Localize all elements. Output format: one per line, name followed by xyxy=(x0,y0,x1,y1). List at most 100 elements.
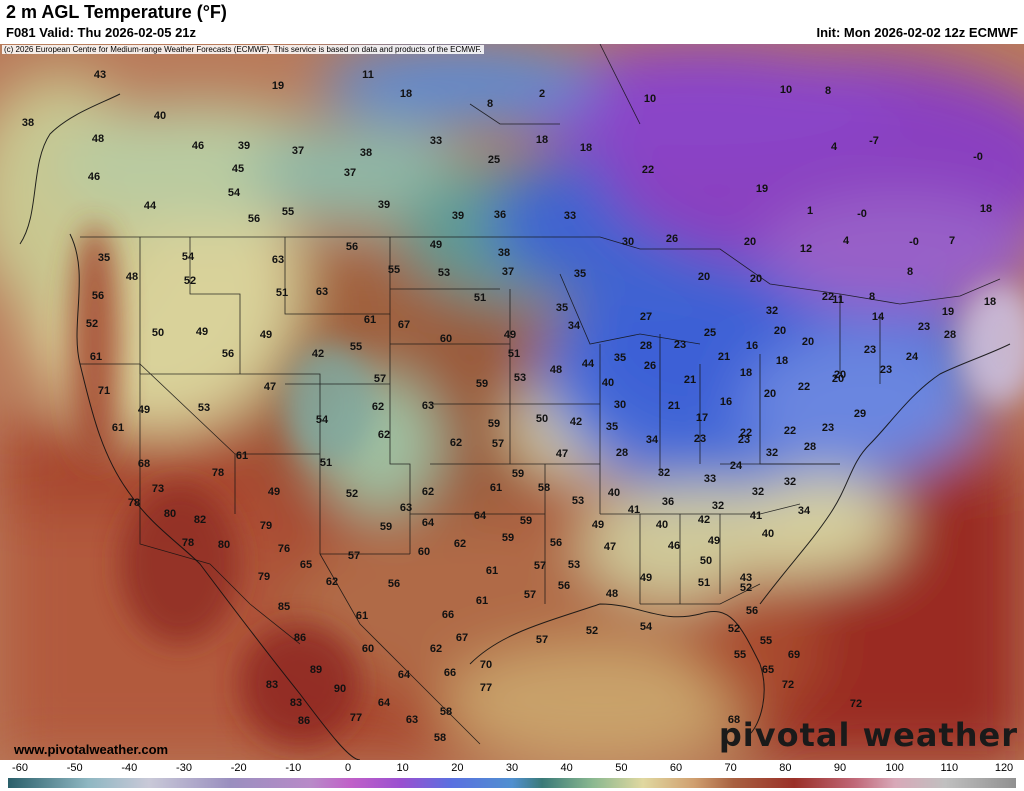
temperature-label: 26 xyxy=(665,233,679,245)
temperature-label: 55 xyxy=(733,649,747,661)
temperature-label: 20 xyxy=(743,236,757,248)
temperature-label: 28 xyxy=(803,441,817,453)
temperature-label: 66 xyxy=(441,609,455,621)
temperature-label: 39 xyxy=(377,199,391,211)
color-scale-tick: 10 xyxy=(396,762,409,774)
temperature-label: 46 xyxy=(191,140,205,152)
temperature-label: 25 xyxy=(487,154,501,166)
temperature-label: 32 xyxy=(783,476,797,488)
color-scale-tick: -30 xyxy=(176,762,192,774)
color-scale-tick: 100 xyxy=(885,762,904,774)
temperature-label: 57 xyxy=(491,438,505,450)
temperature-label: 59 xyxy=(501,532,515,544)
temperature-label: 64 xyxy=(377,697,391,709)
temperature-label: 52 xyxy=(85,318,99,330)
temperature-label: 61 xyxy=(363,314,377,326)
temperature-label: 40 xyxy=(153,110,167,122)
temperature-label: 11 xyxy=(832,294,844,306)
temperature-label: 61 xyxy=(111,422,125,434)
temperature-label: 79 xyxy=(259,520,273,532)
temperature-label: 85 xyxy=(277,601,291,613)
temperature-label: 55 xyxy=(349,341,363,353)
temperature-label: 53 xyxy=(571,495,585,507)
color-scale-tick: -60 xyxy=(12,762,28,774)
temperature-label: 58 xyxy=(439,706,453,718)
temperature-label: 51 xyxy=(473,292,487,304)
temperature-label: 24 xyxy=(905,351,919,363)
temperature-label: 22 xyxy=(797,381,811,393)
temperature-label: 53 xyxy=(437,267,451,279)
temperature-label: 50 xyxy=(699,555,713,567)
temperature-label: 40 xyxy=(761,528,775,540)
temperature-label: 54 xyxy=(181,251,195,263)
temperature-label: 42 xyxy=(311,348,325,360)
temperature-label: 68 xyxy=(727,714,741,726)
temperature-label: 27 xyxy=(639,311,653,323)
temperature-label: 20 xyxy=(833,369,847,381)
temperature-label: 53 xyxy=(513,372,527,384)
temperature-label: 55 xyxy=(281,206,295,218)
temperature-label: 49 xyxy=(195,326,209,338)
copyright-notice: (c) 2026 European Centre for Medium-rang… xyxy=(2,45,484,54)
color-scale-bar xyxy=(8,778,1016,788)
temperature-label: 43 xyxy=(93,69,107,81)
temperature-label: 22 xyxy=(739,427,753,439)
color-scale: -60 -50 -40 -30 -20 -10 0 10 20 30 40 50 60 70 80 90 100… xyxy=(0,760,1024,791)
website-link[interactable]: www.pivotalweather.com xyxy=(14,742,169,757)
temperature-label: 32 xyxy=(657,467,671,479)
coastlines xyxy=(19,93,1011,760)
temperature-label: 65 xyxy=(761,664,775,676)
temperature-label: 54 xyxy=(315,414,329,426)
init-time: Init: Mon 2026-02-02 12z ECMWF xyxy=(816,25,1018,40)
temperature-label: 60 xyxy=(417,546,431,558)
temperature-label: 57 xyxy=(533,560,547,572)
temperature-label: 51 xyxy=(319,457,333,469)
temperature-label: 46 xyxy=(87,171,101,183)
temperature-label: 10 xyxy=(779,84,793,96)
temperature-label: 18 xyxy=(535,134,549,146)
temperature-label: 69 xyxy=(787,649,801,661)
temperature-label: 33 xyxy=(703,473,717,485)
temperature-label: 22 xyxy=(641,164,655,176)
temperature-map[interactable]: 43 38 48 46 40 46 39 45 54 44 56 55 19 11 37 38 37 39 18 8 2… xyxy=(0,44,1024,760)
temperature-label: 64 xyxy=(421,517,435,529)
temperature-label: 67 xyxy=(397,319,411,331)
temperature-label: 61 xyxy=(475,595,489,607)
temperature-label: 61 xyxy=(489,482,503,494)
temperature-label: 57 xyxy=(535,634,549,646)
temperature-label: 20 xyxy=(831,373,845,385)
temperature-label: 48 xyxy=(549,364,563,376)
temperature-label: 49 xyxy=(591,519,605,531)
temperature-label: 56 xyxy=(745,605,759,617)
temperature-label: 33 xyxy=(429,135,443,147)
temperature-label: 40 xyxy=(655,519,669,531)
temperature-label: 19 xyxy=(941,306,955,318)
temperature-label: 52 xyxy=(585,625,599,637)
color-scale-tick: 30 xyxy=(505,762,519,774)
color-scale-tick: 40 xyxy=(560,762,573,774)
temperature-label: 56 xyxy=(345,241,359,253)
temperature-label: 19 xyxy=(271,80,285,92)
temperature-label: 42 xyxy=(569,416,583,428)
temperature-label: 40 xyxy=(607,487,621,499)
temperature-label: 62 xyxy=(453,538,467,550)
temperature-label: 33 xyxy=(563,210,577,222)
temperature-label: 57 xyxy=(523,589,537,601)
temperature-label: 59 xyxy=(511,468,525,480)
temperature-label: 62 xyxy=(421,486,435,498)
temperature-label: 23 xyxy=(673,339,687,351)
temperature-label: 50 xyxy=(535,413,549,425)
color-scale-tick: 70 xyxy=(724,762,737,774)
temperature-label: 2 xyxy=(538,88,546,100)
temperature-label: 23 xyxy=(737,434,751,446)
temperature-label: 80 xyxy=(217,539,231,551)
temperature-label: 52 xyxy=(183,275,197,287)
temperature-label: 41 xyxy=(627,504,641,516)
temperature-label: 18 xyxy=(979,203,993,215)
temperature-label: 35 xyxy=(613,352,627,364)
temperature-label: 61 xyxy=(355,610,369,622)
temperature-label: 32 xyxy=(751,486,765,498)
temperature-label: 82 xyxy=(193,514,207,526)
temperature-label: 49 xyxy=(429,239,443,251)
temperature-label: 46 xyxy=(667,540,681,552)
